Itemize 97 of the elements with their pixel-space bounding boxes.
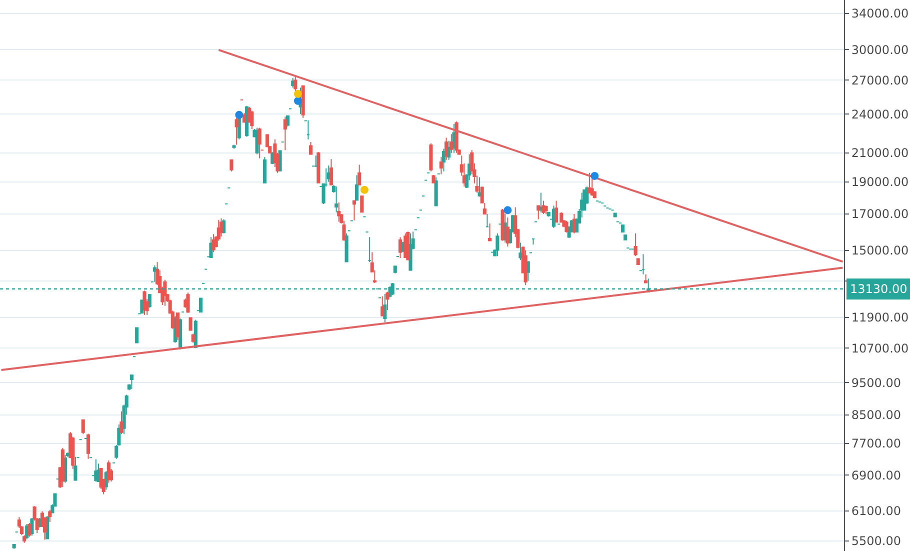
- y-tick-label: 27000.00: [851, 73, 909, 88]
- candlestick: [398, 236, 402, 259]
- point: [294, 90, 302, 98]
- candlestick: [314, 155, 318, 168]
- candlestick: [219, 218, 224, 238]
- y-tick-label: 24000.00: [851, 107, 909, 122]
- candlestick: [531, 238, 536, 246]
- candlestick: [439, 156, 443, 175]
- candlestick: [641, 254, 646, 275]
- candlestick: [48, 509, 52, 522]
- candlestick: [230, 159, 234, 172]
- candlestick: [12, 544, 16, 550]
- candlestick: [644, 274, 648, 284]
- point: [294, 96, 302, 105]
- candlestick: [232, 144, 236, 150]
- candlestick: [524, 250, 528, 286]
- candlestick: [28, 522, 32, 538]
- candlestick: [406, 231, 410, 261]
- y-tick-label: 11900.00: [851, 310, 909, 325]
- candlestick: [386, 291, 390, 311]
- point: [235, 110, 244, 119]
- candlestick: [352, 200, 356, 221]
- candlestick: [74, 456, 78, 481]
- candlestick: [383, 293, 387, 323]
- candlestick: [564, 220, 568, 233]
- candlestick: [408, 232, 412, 271]
- candlestick: [624, 234, 628, 240]
- ref-line-label: 13130.00: [850, 282, 908, 296]
- candlestick: [306, 120, 310, 140]
- y-tick-label: 19000.00: [851, 175, 909, 190]
- candlestick: [294, 76, 298, 92]
- candlestick: [380, 296, 384, 316]
- candlestick: [308, 142, 313, 155]
- candlestick: [209, 236, 213, 258]
- y-tick-label: 7700.00: [851, 436, 902, 451]
- candlestick: [198, 298, 203, 313]
- candlestick: [393, 266, 397, 274]
- y-tick-label: 6100.00: [851, 504, 902, 518]
- point: [504, 206, 512, 214]
- candlestick: [496, 232, 500, 257]
- candlestick: [334, 186, 338, 213]
- point: [360, 186, 368, 194]
- y-tick-label: 5500.00: [851, 534, 902, 548]
- candlestick: [120, 410, 124, 435]
- candlestick: [539, 192, 543, 213]
- candlestick: [344, 232, 348, 262]
- candlestick: [234, 117, 238, 146]
- y-tick-label: 21000.00: [851, 146, 909, 160]
- candlestick: [301, 84, 305, 118]
- candlestick: [60, 447, 64, 488]
- y-tick-label: 34000.00: [851, 6, 909, 21]
- candlestick: [130, 374, 134, 390]
- candlestick: [634, 232, 638, 257]
- candlestick: [152, 264, 157, 282]
- candlestick: [434, 176, 438, 206]
- y-tick-label: 9500.00: [851, 376, 902, 390]
- y-tick-label: 6900.00: [851, 468, 902, 482]
- candlestick: [337, 202, 341, 222]
- candlestick: [485, 214, 489, 228]
- candlestick: [188, 316, 192, 332]
- y-tick-label: 17000.00: [851, 207, 909, 222]
- candlestick: [96, 463, 100, 482]
- candlestick: [488, 223, 492, 242]
- y-tick-label: 15000.00: [851, 243, 909, 258]
- y-tick-label: 30000.00: [851, 42, 909, 57]
- candlestick: [262, 156, 266, 184]
- candlestick: [478, 176, 482, 198]
- candlestick: [620, 224, 625, 232]
- candlestick: [81, 419, 85, 435]
- candlestick: [636, 258, 640, 266]
- candlestick: [186, 292, 190, 314]
- candlestick: [142, 290, 146, 316]
- candlestick: [518, 242, 522, 261]
- candlestick: [432, 174, 436, 184]
- candlestick: [250, 110, 254, 130]
- candlestick: [283, 116, 287, 151]
- candlestick: [368, 236, 372, 263]
- candlestick: [360, 195, 364, 213]
- candlestick: [358, 164, 362, 186]
- candlestick: [429, 142, 433, 172]
- candlestick: [191, 333, 195, 344]
- candlestick: [71, 436, 75, 470]
- candlestick: [316, 152, 320, 184]
- candlestick: [613, 212, 617, 218]
- candlestick: [355, 174, 359, 202]
- point: [590, 172, 599, 180]
- candlestick: [22, 534, 26, 544]
- candlestick: [572, 214, 576, 234]
- candlestick: [258, 127, 262, 159]
- candlestick: [135, 327, 139, 344]
- candlestick: [86, 433, 90, 460]
- y-tick-label: 8500.00: [851, 408, 902, 422]
- candlestick: [329, 158, 333, 186]
- candlestick: [454, 121, 458, 154]
- candlestick: [588, 172, 592, 194]
- y-tick-label: 10700.00: [851, 341, 909, 356]
- candlestick: [30, 518, 34, 536]
